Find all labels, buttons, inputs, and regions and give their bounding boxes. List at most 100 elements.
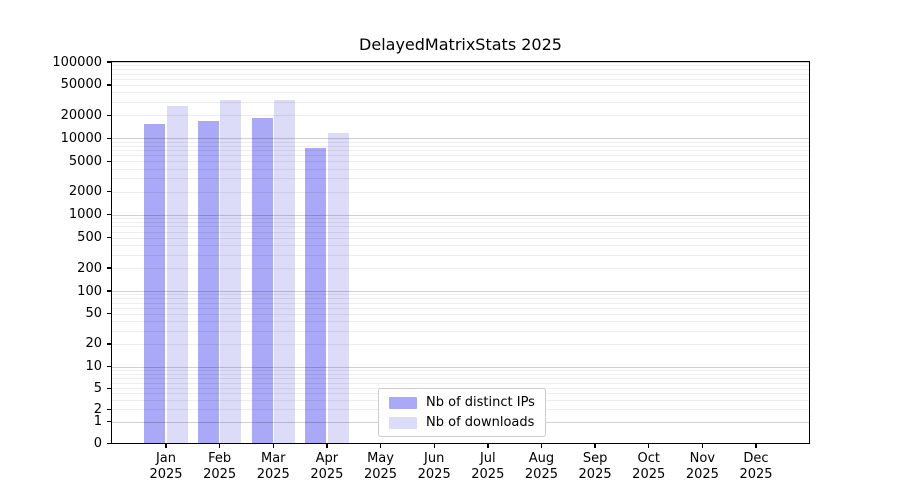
x-tick-mark [379, 444, 382, 448]
bar-mar-ips [251, 118, 273, 445]
y-tick-mark [106, 160, 111, 162]
y-tick-label: 10 [85, 359, 102, 375]
legend-label-downloads: Nb of downloads [426, 415, 535, 430]
x-tick-label: Mar 2025 [256, 451, 290, 482]
chart-title: DelayedMatrixStats 2025 [359, 35, 562, 54]
minor-gridline [111, 294, 810, 296]
y-tick-label: 1 [93, 414, 102, 430]
x-tick-mark [165, 444, 167, 448]
bar-jan-ips [144, 123, 166, 445]
minor-gridline [111, 237, 810, 239]
minor-gridline [111, 78, 810, 80]
bar-apr-ips [305, 147, 327, 445]
x-tick-mark [433, 444, 435, 448]
major-gridline [111, 214, 810, 216]
y-tick-mark [106, 137, 111, 139]
minor-gridline [111, 92, 810, 94]
bar-mar-downloads [273, 100, 295, 445]
minor-gridline [111, 307, 810, 309]
y-tick-mark [106, 366, 111, 368]
y-tick-mark [106, 84, 111, 86]
y-tick-mark [106, 442, 111, 444]
major-gridline [111, 366, 810, 368]
x-tick-mark [272, 444, 274, 448]
legend: Nb of distinct IPs Nb of downloads [378, 388, 546, 437]
minor-gridline [111, 145, 810, 147]
x-tick-mark [487, 444, 489, 448]
minor-gridline [111, 168, 810, 170]
y-tick-mark [106, 290, 111, 292]
y-tick-label: 5000 [68, 153, 102, 169]
minor-gridline [111, 369, 810, 371]
y-tick-label: 10000 [60, 130, 102, 146]
minor-gridline [111, 150, 810, 152]
minor-gridline [111, 382, 810, 384]
minor-gridline [111, 84, 810, 86]
minor-gridline [111, 65, 810, 67]
y-tick-label: 50 [85, 306, 102, 322]
minor-gridline [111, 115, 810, 117]
minor-gridline [111, 343, 810, 345]
y-tick-label: 1000 [68, 207, 102, 223]
y-tick-mark [106, 61, 111, 63]
legend-label-distinct-ips: Nb of distinct IPs [426, 395, 535, 410]
minor-gridline [111, 245, 810, 246]
major-gridline [111, 62, 810, 63]
minor-gridline [111, 330, 810, 332]
y-tick-label: 200 [77, 260, 102, 276]
bar-apr-downloads [327, 132, 349, 445]
bar-feb-downloads [220, 99, 242, 445]
x-tick-mark [326, 444, 328, 448]
x-tick-label: Jan 2025 [149, 451, 183, 482]
minor-gridline [111, 73, 810, 75]
y-tick-mark [106, 214, 111, 216]
y-tick-mark [106, 387, 111, 389]
x-tick-label: Jun 2025 [417, 451, 451, 482]
x-tick-label: May 2025 [363, 451, 398, 482]
x-tick-label: Dec 2025 [739, 451, 773, 482]
y-tick-label: 0 [93, 435, 102, 451]
x-tick-label: Sep 2025 [578, 451, 612, 482]
y-tick-label: 100 [77, 283, 102, 299]
minor-gridline [111, 231, 810, 233]
legend-item-distinct-ips: Nb of distinct IPs [389, 395, 535, 410]
minor-gridline [111, 298, 810, 300]
y-tick-label: 2 [93, 401, 102, 417]
minor-gridline [111, 218, 810, 220]
minor-gridline [111, 101, 810, 103]
x-tick-mark [219, 444, 221, 448]
minor-gridline [111, 69, 810, 71]
y-tick-label: 50000 [60, 77, 102, 93]
bar-jan-downloads [166, 106, 188, 445]
x-tick-label: Apr 2025 [310, 451, 344, 482]
y-tick-label: 500 [77, 230, 102, 246]
x-tick-label: Aug 2025 [524, 451, 558, 482]
y-tick-mark [106, 421, 111, 423]
minor-gridline [111, 161, 810, 163]
y-tick-mark [106, 408, 111, 410]
y-tick-label: 2000 [68, 184, 102, 200]
y-tick-mark [106, 267, 111, 269]
y-tick-mark [106, 191, 111, 193]
minor-gridline [111, 268, 810, 269]
minor-gridline [111, 141, 810, 143]
minor-gridline [111, 313, 810, 315]
x-tick-label: Feb 2025 [203, 451, 237, 482]
x-tick-label: Oct 2025 [632, 451, 666, 482]
minor-gridline [111, 321, 810, 323]
legend-swatch-downloads-icon [389, 416, 417, 429]
legend-swatch-distinct-ips-icon [389, 396, 417, 409]
x-tick-mark [648, 444, 650, 448]
y-tick-label: 20 [85, 336, 102, 352]
major-gridline [111, 138, 810, 140]
minor-gridline [111, 254, 810, 256]
y-tick-mark [106, 343, 111, 345]
minor-gridline [111, 191, 810, 193]
x-tick-label: Nov 2025 [685, 451, 719, 482]
minor-gridline [111, 222, 810, 223]
y-tick-mark [106, 236, 111, 239]
x-tick-label: Jul 2025 [471, 451, 505, 482]
x-tick-mark [755, 444, 757, 448]
minor-gridline [111, 373, 810, 375]
